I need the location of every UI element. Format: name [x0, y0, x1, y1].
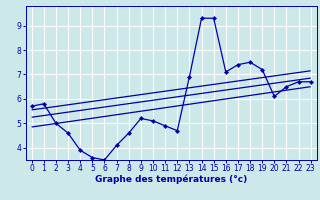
X-axis label: Graphe des températures (°c): Graphe des températures (°c) — [95, 175, 247, 184]
